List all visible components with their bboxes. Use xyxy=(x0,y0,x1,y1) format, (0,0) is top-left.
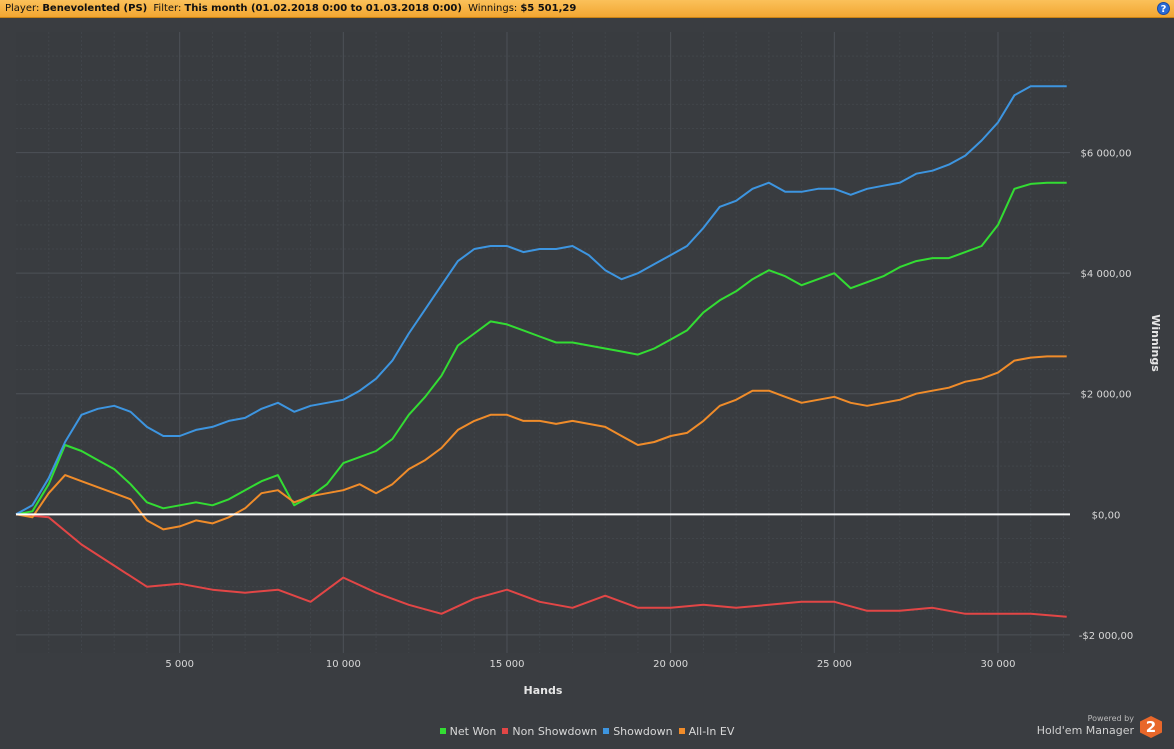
legend-label: Net Won xyxy=(449,725,497,738)
brand-block: Powered by Hold'em Manager 2 xyxy=(1012,712,1162,742)
series-line-showdown xyxy=(15,85,1067,516)
y-tick-label: $4 000,00 xyxy=(1081,269,1132,280)
y-tick-label: $0,00 xyxy=(1092,510,1121,521)
filter-label: Filter: xyxy=(153,3,182,14)
legend-label: All-In EV xyxy=(688,725,735,738)
x-tick-label: 5 000 xyxy=(165,659,194,670)
header-bar: Player: Benevolented (PS) Filter: This mon… xyxy=(0,0,1174,18)
x-tick-label: 25 000 xyxy=(817,659,852,670)
chart-area: 5 000 10 000 15 000 20 000 25 000 30 000 -$2 … xyxy=(0,18,1174,745)
legend-swatch xyxy=(603,728,610,734)
player-value: Benevolented (PS) xyxy=(42,3,148,14)
player-label: Player: xyxy=(5,3,40,14)
x-tick-label: 30 000 xyxy=(980,659,1015,670)
legend-swatch xyxy=(439,728,446,734)
y-tick-label: $6 000,00 xyxy=(1081,149,1132,160)
legend-item-non-showdown[interactable]: Non Showdown xyxy=(502,725,597,738)
legend-label: Showdown xyxy=(613,725,673,738)
legend-swatch xyxy=(678,728,685,734)
powered-by-label: Powered by xyxy=(1087,714,1134,723)
filter-value: This month (01.02.2018 0:00 to 01.03.201… xyxy=(184,3,462,14)
x-tick-label: 15 000 xyxy=(489,659,524,670)
legend-item-net-won[interactable]: Net Won xyxy=(439,725,497,738)
legend-swatch xyxy=(502,728,509,734)
legend-item-showdown[interactable]: Showdown xyxy=(603,725,673,738)
x-tick-label: 10 000 xyxy=(326,659,361,670)
series-line-net-won xyxy=(15,181,1067,516)
winnings-chart: 5 000 10 000 15 000 20 000 25 000 30 000 -$2 … xyxy=(15,32,1162,697)
winnings-label: Winnings: xyxy=(468,3,518,14)
hem-logo: 2 xyxy=(1140,716,1162,738)
legend: Net Won Non Showdown Showdown All-In EV xyxy=(0,725,1174,738)
series-line-all-in-ev xyxy=(15,355,1067,531)
winnings-value: $5 501,29 xyxy=(520,3,577,14)
x-axis-label: Hands xyxy=(524,684,563,697)
legend-label: Non Showdown xyxy=(512,725,598,738)
legend-item-all-in-ev[interactable]: All-In EV xyxy=(678,725,735,738)
help-icon[interactable]: ? xyxy=(1157,2,1170,15)
y-tick-label: -$2 000,00 xyxy=(1079,631,1134,642)
product-name: Hold'em Manager xyxy=(1036,724,1134,737)
y-axis-label: Winnings xyxy=(1149,314,1162,372)
series-line-non-showdown xyxy=(15,513,1067,618)
y-tick-label: $2 000,00 xyxy=(1081,390,1132,401)
plot-background xyxy=(16,32,1070,653)
x-tick-label: 20 000 xyxy=(653,659,688,670)
